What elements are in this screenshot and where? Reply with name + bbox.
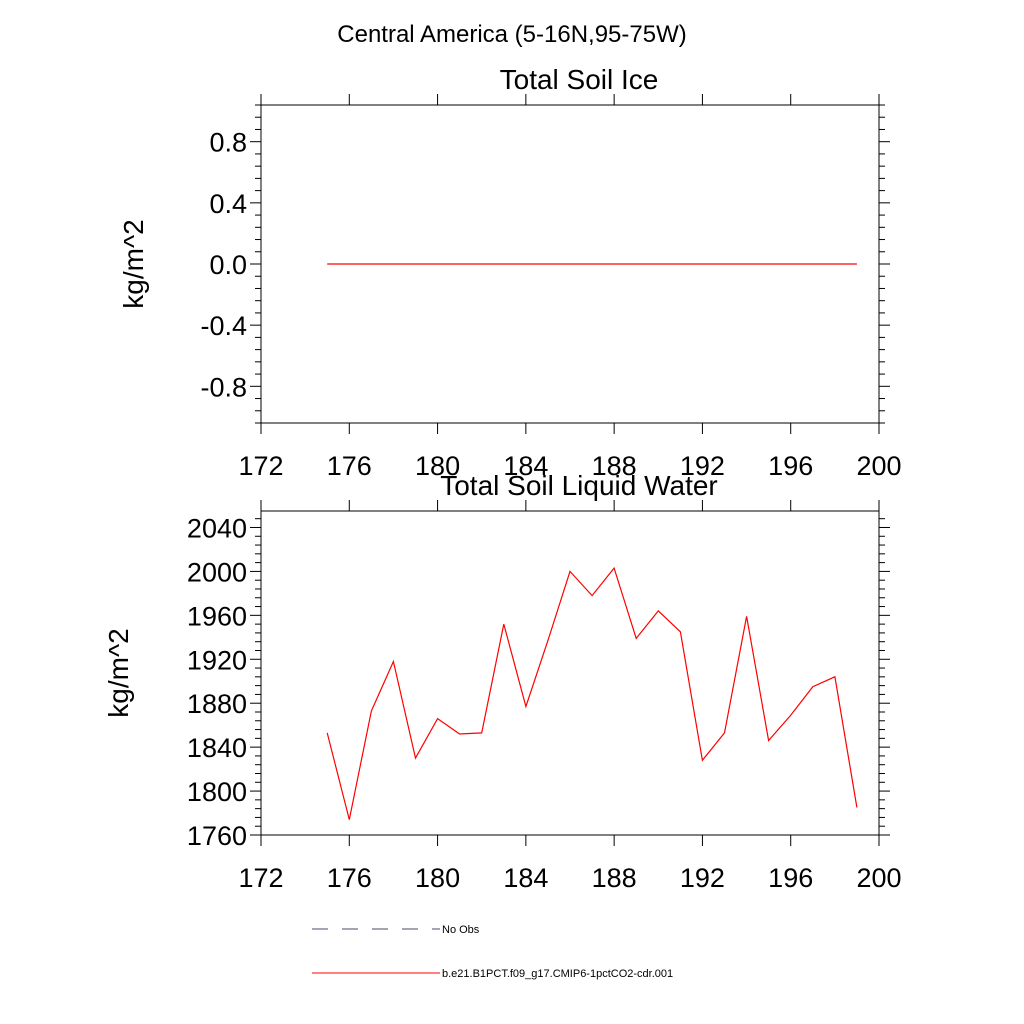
y-tick-label: 0.4 — [209, 189, 247, 219]
x-tick-label: 192 — [680, 451, 725, 481]
legend-label: No Obs — [442, 924, 480, 936]
panel-1: Total Soil Ice 172 176 180 184 188 192 196 200 -0… — [118, 64, 902, 481]
x-tick-label: 188 — [592, 451, 637, 481]
legend: No Obs b.e21.B1PCT.f09_g17.CMIP6-1pctCO2-… — [312, 924, 673, 980]
x-tick-label: 196 — [768, 451, 813, 481]
x-tick-label: 192 — [680, 863, 725, 893]
x-tick-label: 188 — [592, 863, 637, 893]
x-tick-label: 172 — [238, 451, 283, 481]
y-tick-label: 2000 — [187, 557, 247, 587]
panel-2: Total Soil Liquid Water 172 176 180 184 188 19… — [103, 470, 902, 893]
y-tick-label: 1880 — [187, 689, 247, 719]
legend-label: b.e21.B1PCT.f09_g17.CMIP6-1pctCO2-cdr.00… — [442, 968, 673, 980]
y-tick-label: -0.4 — [200, 311, 247, 341]
figure-title: Central America (5-16N,95-75W) — [337, 21, 686, 48]
y-tick-label: -0.8 — [200, 372, 247, 402]
y-tick-label: 1920 — [187, 645, 247, 675]
panel-title: Total Soil Liquid Water — [440, 470, 718, 501]
plot-frame — [260, 510, 880, 836]
y-tick-label: 2040 — [187, 513, 247, 543]
y-tick-label: 1840 — [187, 733, 247, 763]
panels: Total Soil Ice 172 176 180 184 188 192 196 200 -0… — [103, 64, 902, 893]
x-tick-label: 172 — [238, 863, 283, 893]
y-tick-label: 0.0 — [209, 250, 247, 280]
x-tick-label: 184 — [503, 863, 548, 893]
x-tick-label: 196 — [768, 863, 813, 893]
x-tick-label: 200 — [856, 863, 901, 893]
y-axis-label: kg/m^2 — [103, 628, 134, 717]
x-tick-label: 180 — [415, 451, 460, 481]
x-tick-label: 176 — [327, 863, 372, 893]
panel-title: Total Soil Ice — [500, 64, 659, 95]
y-tick-label: 1800 — [187, 777, 247, 807]
x-tick-label: 200 — [856, 451, 901, 481]
y-tick-label: 1760 — [187, 821, 247, 851]
y-tick-label: 1960 — [187, 601, 247, 631]
x-tick-label: 176 — [327, 451, 372, 481]
y-axis-label: kg/m^2 — [118, 219, 149, 308]
x-tick-label: 180 — [415, 863, 460, 893]
x-tick-label: 184 — [503, 451, 548, 481]
y-tick-label: 0.8 — [209, 128, 247, 158]
series-line — [326, 566, 858, 820]
